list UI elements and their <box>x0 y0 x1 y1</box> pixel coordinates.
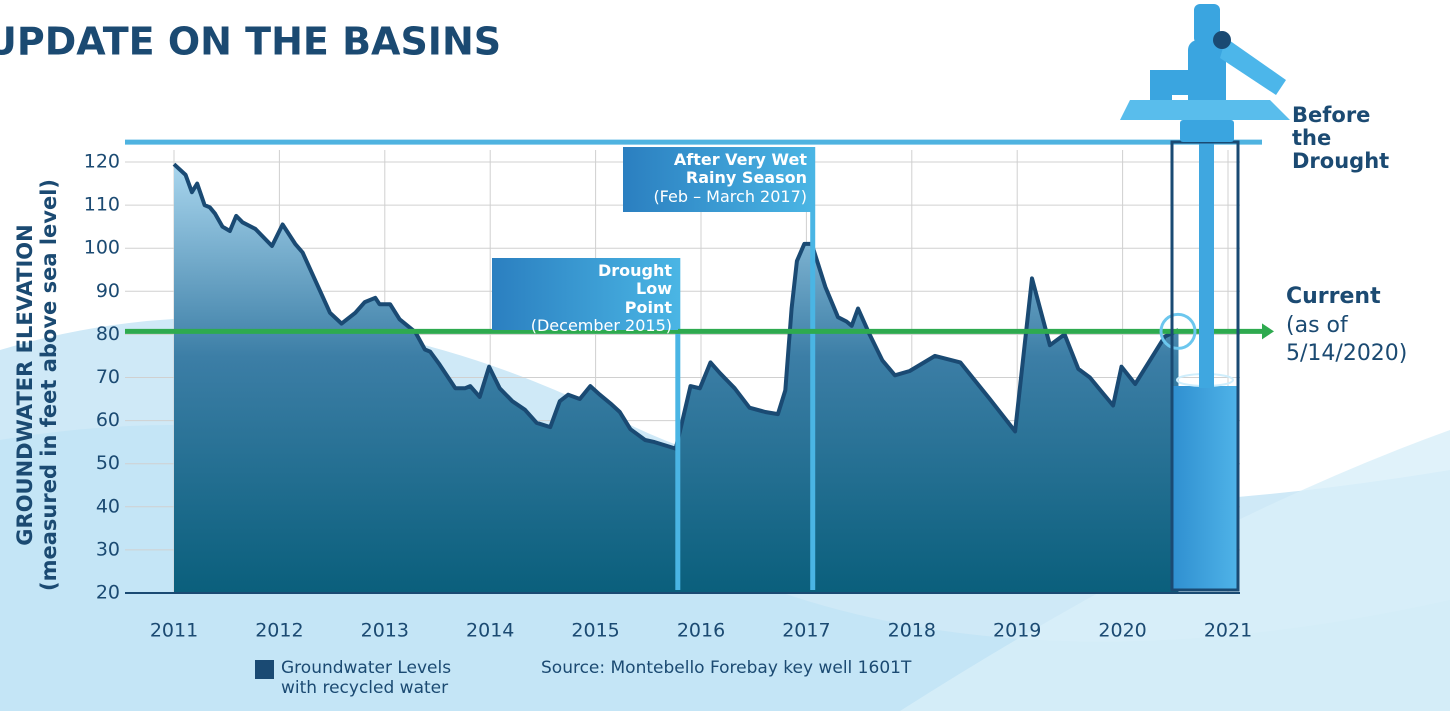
source-note: Source: Montebello Forebay key well 1601… <box>541 659 911 678</box>
y-tick-label: 80 <box>96 323 120 345</box>
marker-sublabel: (Feb – March 2017) <box>653 187 807 206</box>
y-tick-label: 20 <box>96 582 120 604</box>
y-tick-label: 60 <box>96 409 120 431</box>
x-tick-label: 2016 <box>677 620 725 642</box>
y-tick-label: 110 <box>84 194 120 216</box>
marker-sublabel: (December 2015) <box>531 316 672 335</box>
y-axis-title: GROUNDWATER ELEVATION <box>13 224 37 545</box>
x-tick-label: 2012 <box>255 620 303 642</box>
y-tick-label: 40 <box>96 495 120 517</box>
y-tick-label: 120 <box>84 151 120 173</box>
y-tick-label: 50 <box>96 452 120 474</box>
x-tick-label: 2019 <box>993 620 1041 642</box>
y-tick-label: 70 <box>96 366 120 388</box>
y-tick-label: 90 <box>96 280 120 302</box>
marker-label-box: After Very Wet Rainy Season (Feb – March… <box>623 147 813 212</box>
chart: 20 30 40 50 60 70 80 90 100 110 120 2011 2012 2013 201… <box>0 0 1450 711</box>
well-pipe <box>1199 140 1214 388</box>
x-tick-label: 2015 <box>571 620 619 642</box>
x-tick-label: 2017 <box>782 620 830 642</box>
reference-arrow <box>1262 323 1274 339</box>
y-axis-subtitle: (measured in feet above sea level) <box>37 179 61 591</box>
x-tick-label: 2018 <box>888 620 936 642</box>
x-tick-label: 2013 <box>361 620 409 642</box>
marker-label: Drought Low Point <box>496 262 672 317</box>
pump <box>1120 4 1290 142</box>
reference-sublabel: (as of 5/14/2020) <box>1286 312 1436 367</box>
y-tick-label: 100 <box>84 237 120 259</box>
legend-swatch <box>255 660 274 679</box>
x-tick-label: 2020 <box>1098 620 1146 642</box>
reference-label: Current <box>1286 285 1381 309</box>
x-tick-label: 2011 <box>150 620 198 642</box>
legend-label: Groundwater Levels with recycled water <box>281 658 471 699</box>
page: {"chart_data": { "type": "area", "title"… <box>0 0 1450 711</box>
marker-label-box: Drought Low Point (December 2015) <box>492 258 678 330</box>
marker-label: After Very Wet Rainy Season <box>627 151 807 188</box>
x-tick-label: 2014 <box>466 620 514 642</box>
chart-title: UPDATE ON THE BASINS <box>0 20 501 64</box>
well-water <box>1172 386 1238 590</box>
x-tick-label: 2021 <box>1204 620 1252 642</box>
reference-label: Before the Drought <box>1292 104 1402 173</box>
y-tick-label: 30 <box>96 538 120 560</box>
